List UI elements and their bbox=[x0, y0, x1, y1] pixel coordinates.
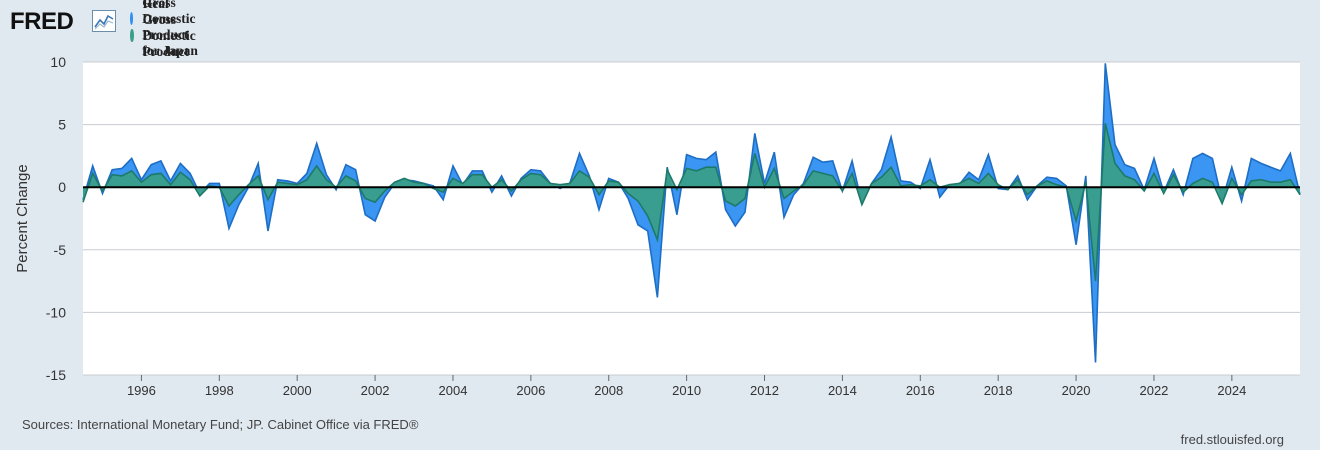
y-tick-label: -15 bbox=[46, 367, 66, 383]
y-axis-label: Percent Change bbox=[14, 164, 31, 272]
fred-url[interactable]: fred.stlouisfed.org bbox=[1180, 432, 1284, 447]
line-chart-icon bbox=[92, 10, 116, 32]
x-tick-label: 2002 bbox=[361, 383, 390, 398]
sources-note: Sources: International Monetary Fund; JP… bbox=[22, 417, 419, 432]
x-tick-label: 2012 bbox=[750, 383, 779, 398]
x-tick-label: 2004 bbox=[439, 383, 468, 398]
x-tick-label: 2018 bbox=[984, 383, 1013, 398]
y-tick-label: 5 bbox=[58, 117, 66, 133]
legend: Nominal Gross Domestic Product for Japan… bbox=[130, 0, 205, 75]
y-tick-label: -5 bbox=[54, 242, 67, 258]
series-line-nominal[interactable] bbox=[82, 63, 1301, 363]
fred-logo[interactable]: FRED bbox=[10, 8, 74, 35]
x-tick-label: 2010 bbox=[672, 383, 701, 398]
x-tick-label: 2006 bbox=[516, 383, 545, 398]
series-layer bbox=[82, 63, 1301, 363]
x-tick-label: 1996 bbox=[127, 383, 156, 398]
x-tick-label: 2016 bbox=[906, 383, 935, 398]
legend-swatch-nominal bbox=[130, 12, 134, 25]
y-tick-label: 0 bbox=[58, 179, 66, 195]
axes: 10 5 0 -5 -10 -15 1996 1998 2000 2002 2004 2006 2008… bbox=[14, 54, 1300, 398]
x-tick-label: 2022 bbox=[1139, 383, 1168, 398]
x-tick-label: 2024 bbox=[1217, 383, 1246, 398]
x-tick-label: 2020 bbox=[1062, 383, 1091, 398]
x-tick-label: 2008 bbox=[594, 383, 623, 398]
legend-swatch-real bbox=[130, 29, 134, 42]
legend-item-nominal[interactable]: Nominal Gross Domestic Product for Japan bbox=[130, 0, 205, 58]
x-tick-label: 2014 bbox=[828, 383, 857, 398]
x-tick-label: 1998 bbox=[205, 383, 234, 398]
chart-area: 10 5 0 -5 -10 -15 1996 1998 2000 2002 2004 2006 2008… bbox=[14, 54, 1301, 398]
x-tick-label: 2000 bbox=[283, 383, 312, 398]
legend-label-nominal: Nominal Gross Domestic Product for Japan bbox=[142, 0, 198, 58]
series-line-real[interactable] bbox=[82, 123, 1301, 282]
y-tick-label: 10 bbox=[50, 54, 66, 70]
y-tick-label: -10 bbox=[46, 304, 66, 320]
